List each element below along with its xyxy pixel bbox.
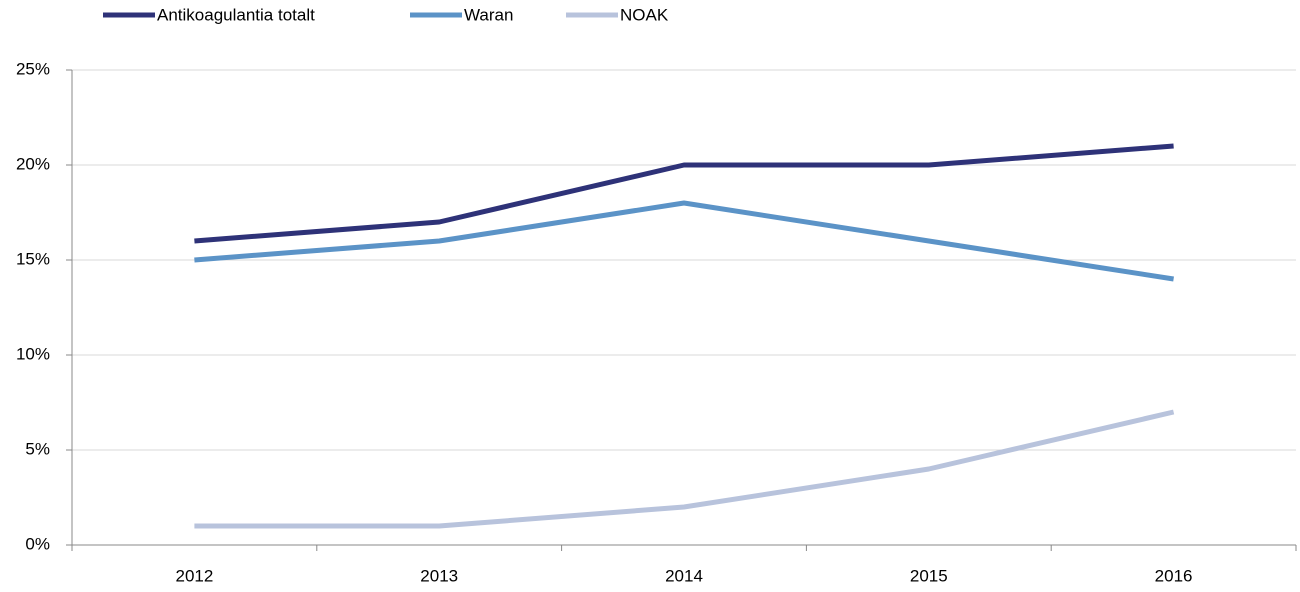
x-tick-label: 2013 xyxy=(420,566,458,585)
x-tick-label: 2015 xyxy=(910,566,948,585)
series-line xyxy=(194,409,1175,529)
x-tick-label: 2012 xyxy=(175,566,213,585)
y-tick-label: 15% xyxy=(16,249,50,268)
y-tick-label: 0% xyxy=(25,534,50,553)
y-tick-label: 10% xyxy=(16,344,50,363)
legend-label: Antikoagulantia totalt xyxy=(157,5,315,24)
x-tick-label: 2014 xyxy=(665,566,703,585)
series-line xyxy=(194,143,1174,244)
legend-label: NOAK xyxy=(620,5,669,24)
x-tick-label: 2016 xyxy=(1155,566,1193,585)
y-tick-label: 20% xyxy=(16,154,50,173)
y-tick-label: 5% xyxy=(25,439,50,458)
y-tick-label: 25% xyxy=(16,59,50,78)
legend-label: Waran xyxy=(464,5,513,24)
series-line xyxy=(194,200,1174,282)
